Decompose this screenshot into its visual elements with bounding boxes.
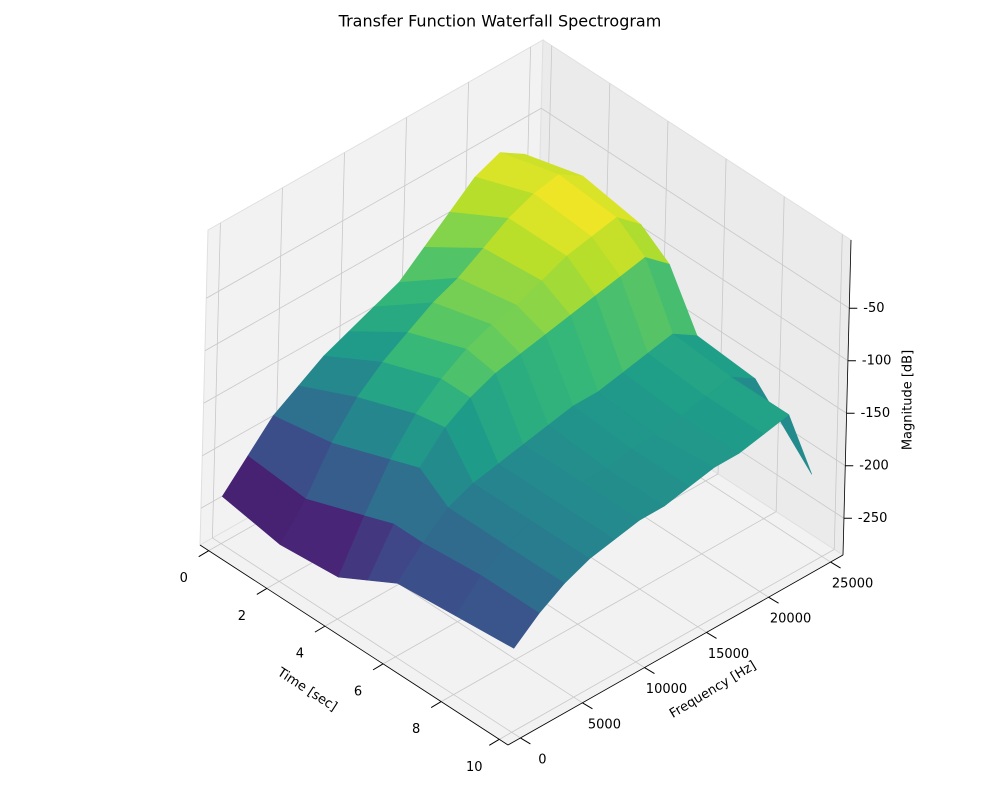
tick-mark [256, 587, 268, 595]
tick-mark [314, 625, 326, 633]
axis-line [842, 239, 852, 556]
grid-line [206, 107, 542, 299]
tick-mark [582, 702, 593, 710]
y-tick-label: 25000 [832, 577, 873, 592]
axis-line [199, 544, 509, 746]
tick-mark [489, 738, 500, 746]
x-tick-label: 4 [296, 647, 304, 662]
x-tick-label: 10 [466, 760, 483, 775]
tick-mark [198, 550, 209, 558]
z-tick-label: -150 [861, 406, 891, 421]
tick-mark [644, 667, 655, 675]
grid-line [833, 234, 843, 550]
grid-line [541, 107, 850, 309]
y-tick-label: 0 [538, 752, 546, 767]
tick-mark [430, 701, 442, 709]
tick-mark [520, 737, 531, 745]
surface [222, 152, 813, 649]
x-tick-label: 2 [238, 609, 246, 624]
x-tick-label: 0 [180, 571, 188, 586]
z-tick-label: -50 [863, 301, 884, 316]
tick-mark [372, 663, 384, 671]
surface-face [455, 575, 540, 649]
x-axis-label: Time [sec] [274, 665, 340, 715]
y-tick-label: 20000 [770, 612, 811, 627]
axis-line [507, 554, 844, 746]
z-tick-label: -250 [858, 511, 888, 526]
z-tick-label: -200 [859, 458, 889, 473]
grid-line [440, 511, 777, 702]
tick-mark [706, 631, 717, 639]
grid-line [775, 196, 785, 512]
tick-mark [830, 561, 841, 569]
z-tick-label: -100 [862, 353, 892, 368]
x-tick-label: 8 [412, 722, 420, 737]
grid-line [499, 548, 835, 740]
tick-mark [768, 596, 779, 604]
z-axis-label: Magnitude [dB] [901, 350, 916, 450]
axes: 0 2 4 6 8 10 0 5000 10000 15000 20000 25000 -50 -100 -… [180, 239, 892, 775]
grid-line [212, 222, 221, 538]
chart-title: Transfer Function Waterfall Spectrogram [338, 12, 662, 31]
y-tick-label: 15000 [708, 647, 749, 662]
y-tick-label: 10000 [646, 682, 687, 697]
x-tick-label: 6 [354, 684, 362, 699]
grid-line [212, 537, 521, 739]
y-tick-label: 5000 [588, 717, 621, 732]
